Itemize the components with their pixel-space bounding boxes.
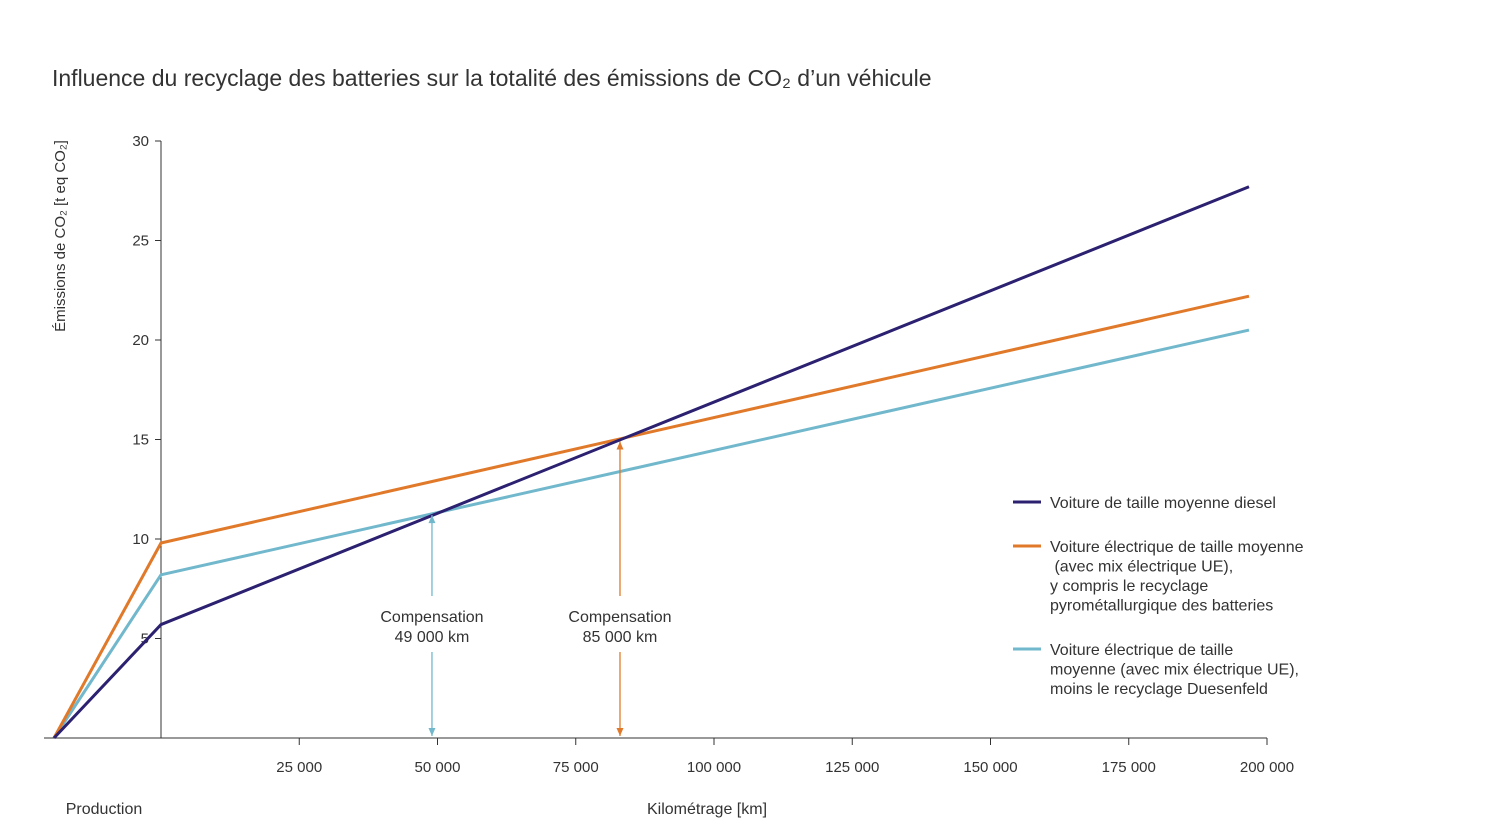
annotation-label: 85 000 km	[583, 629, 658, 646]
series-layer	[52, 185, 1250, 740]
annotation-arrowhead	[616, 728, 624, 736]
legend-label: y compris le recyclage	[1050, 578, 1208, 595]
legend-label: moins le recyclage Duesenfeld	[1050, 681, 1268, 698]
legend-label: Voiture électrique de taille	[1050, 642, 1233, 659]
y-tick-label: 30	[132, 133, 149, 150]
legend-label: pyrométallurgique des batteries	[1050, 598, 1273, 615]
x-tick-label: 200 000	[1240, 759, 1294, 776]
y-axis-label-group: Émissions de CO₂ [t eq CO₂]	[52, 140, 69, 332]
x-tick-label: 100 000	[687, 759, 741, 776]
y-tick-label: 20	[132, 332, 149, 349]
legend-label: moyenne (avec mix électrique UE),	[1050, 662, 1299, 679]
y-axis-label: Émissions de CO₂ [t eq CO₂]	[52, 140, 69, 332]
x-tick-label: 175 000	[1102, 759, 1156, 776]
x-tick-label: 75 000	[553, 759, 599, 776]
legend-label: Voiture électrique de taille moyenne	[1050, 539, 1304, 556]
x-axis-label: Kilométrage [km]	[647, 801, 767, 818]
annotation-layer: Compensation 49 000 km Compensation 85 000 …	[380, 441, 672, 736]
x-tick-label: 50 000	[415, 759, 461, 776]
series-line	[52, 328, 1250, 739]
annotation-label: 49 000 km	[395, 629, 470, 646]
y-tick-label: 5	[141, 631, 149, 648]
legend-label: Voiture de taille moyenne diesel	[1050, 495, 1276, 512]
annotation-arrowhead	[616, 441, 624, 450]
y-tick-label: 10	[132, 531, 149, 548]
chart-title: Influence du recyclage des batteries sur…	[52, 65, 932, 91]
y-tick-label: 15	[132, 432, 149, 449]
x-tick-label: 25 000	[276, 759, 322, 776]
legend: Voiture de taille moyenne diesel Voiture …	[1013, 495, 1304, 698]
annotation-label: Compensation	[568, 609, 671, 626]
annotation-arrowhead	[428, 728, 436, 736]
legend-label: (avec mix électrique UE),	[1050, 559, 1233, 576]
annotation-label: Compensation	[380, 609, 483, 626]
annotation-arrowhead	[428, 515, 436, 524]
series-line	[52, 294, 1250, 739]
series-line	[52, 185, 1250, 740]
x-tick-label: 125 000	[825, 759, 879, 776]
axes: 5 10 15 20 25 30 25 000 50 000 75 000 100 000 125 …	[44, 133, 1294, 776]
y-tick-label: 25	[132, 233, 149, 250]
x-tick-label: 150 000	[963, 759, 1017, 776]
production-label: Production	[66, 801, 143, 818]
